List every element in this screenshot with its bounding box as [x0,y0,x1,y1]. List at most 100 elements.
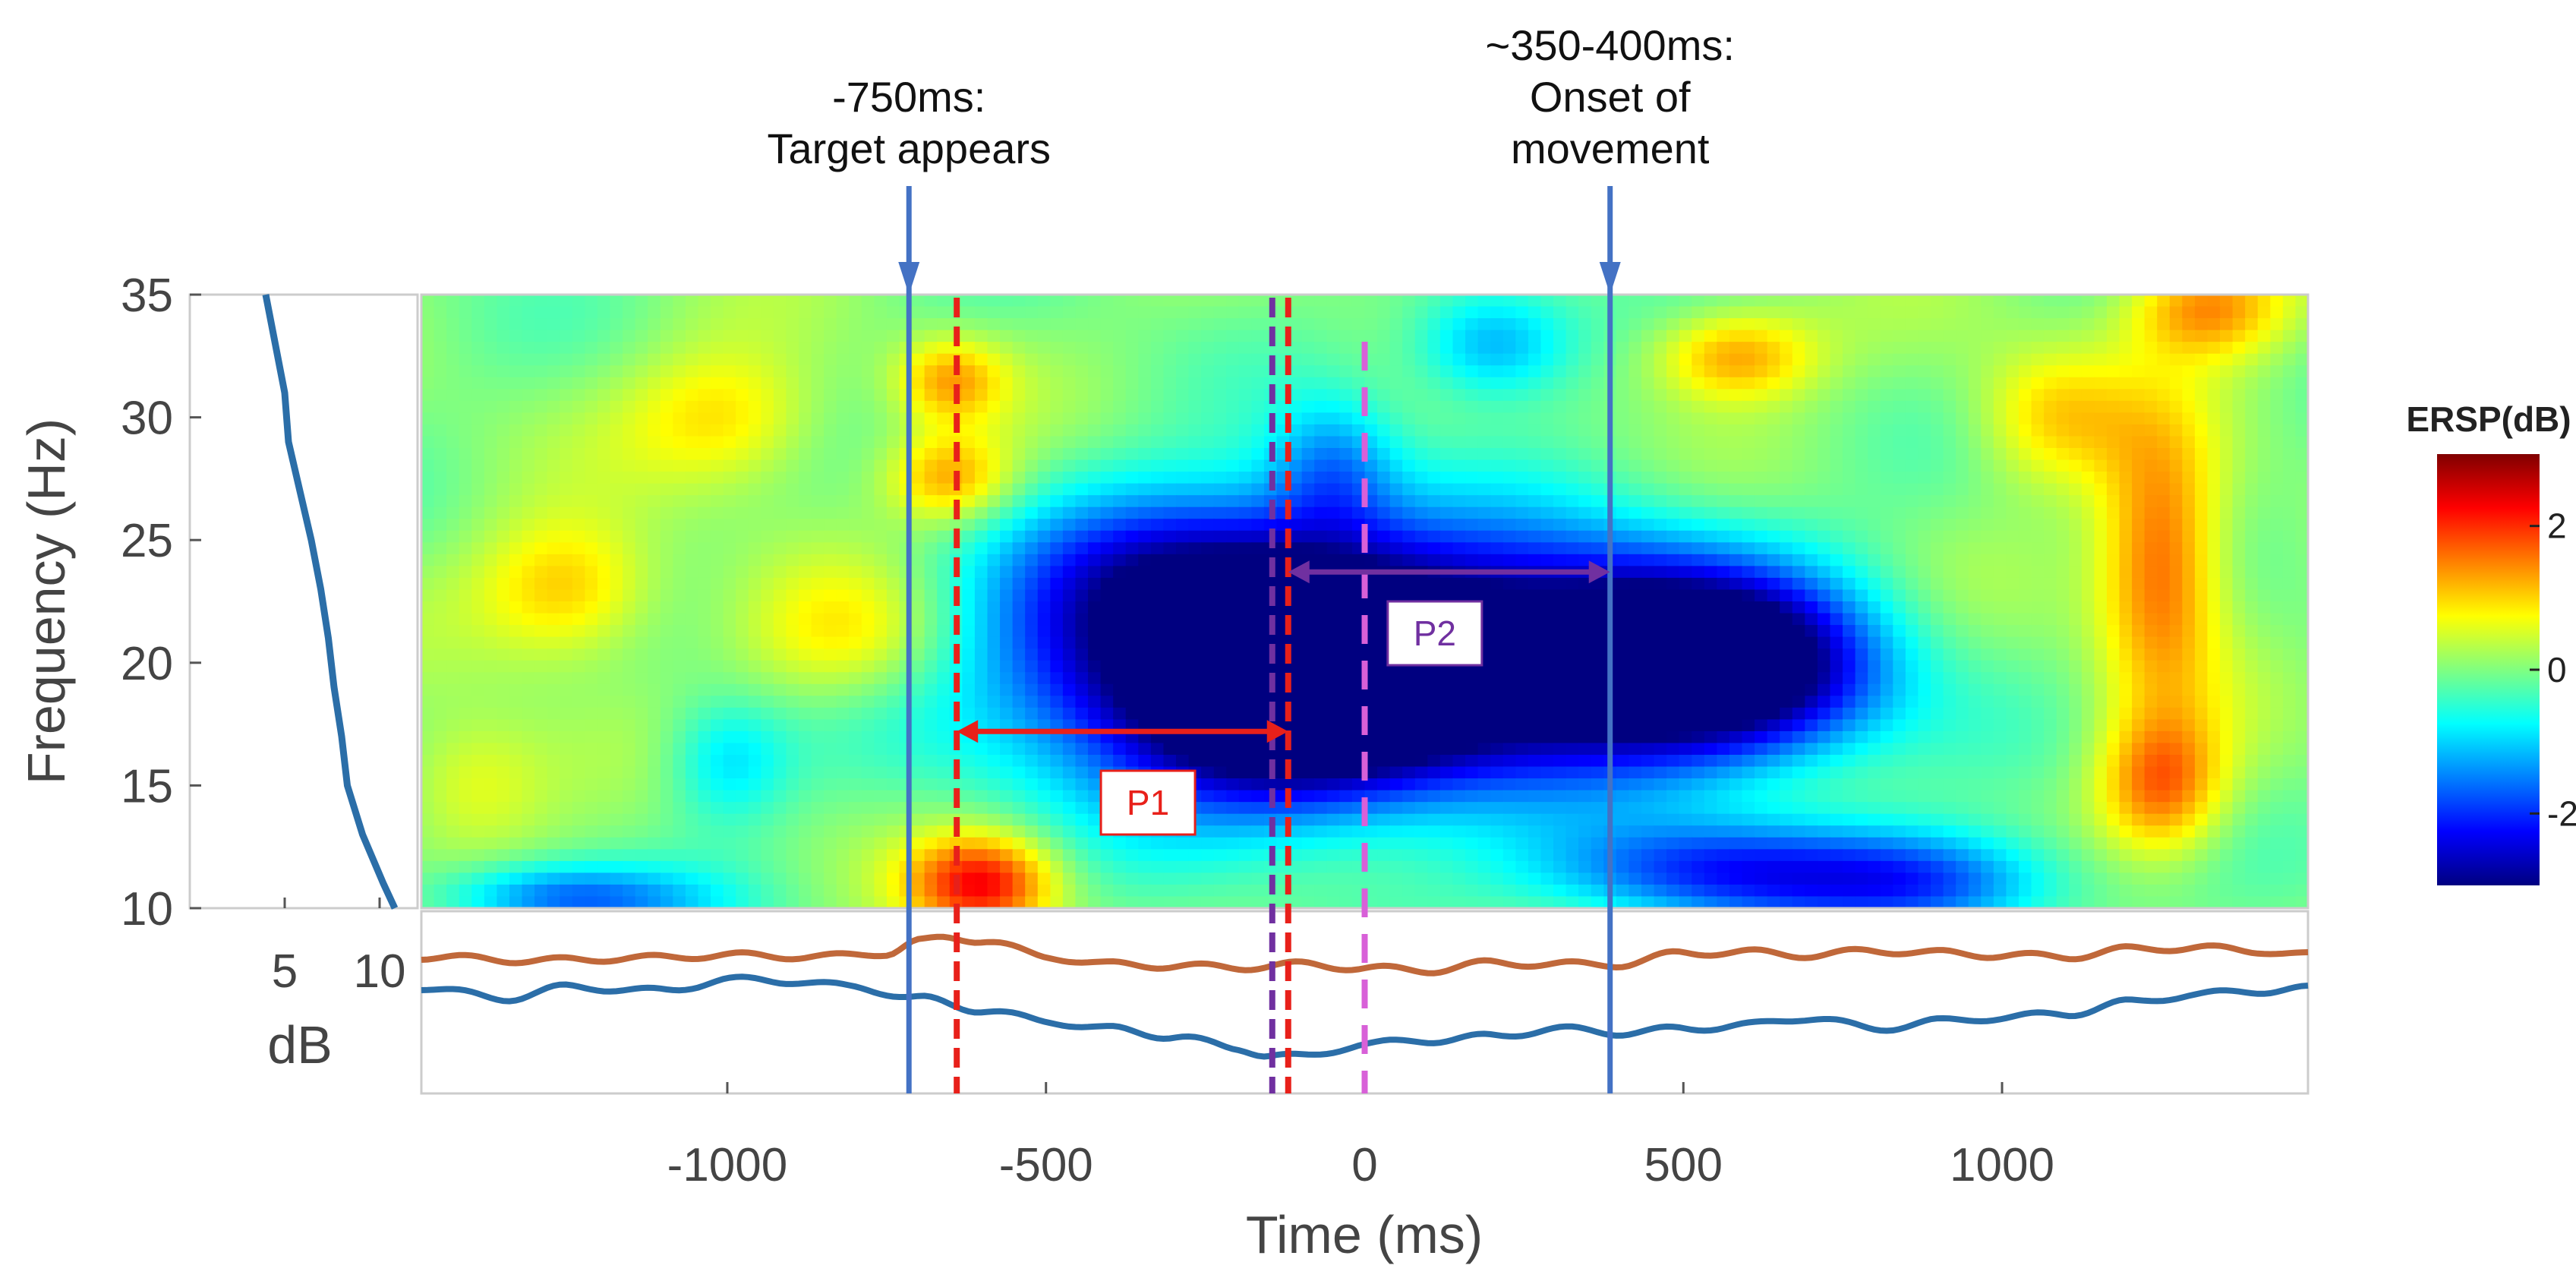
heatmap-cell [2144,318,2158,331]
heatmap-cell [962,448,976,461]
heatmap-cell [1351,554,1366,567]
heatmap-cell [924,566,938,579]
heatmap-cell [1314,306,1328,319]
heatmap-cell [1905,613,1919,626]
heatmap-cell [1452,424,1466,437]
heatmap-cell [1238,660,1253,674]
heatmap-cell [1654,389,1667,402]
heatmap-cell [1616,566,1630,579]
heatmap-cell [2282,459,2297,472]
heatmap-cell [761,377,774,390]
heatmap-cell [761,495,774,508]
heatmap-cell [1780,412,1793,425]
heatmap-cell [1981,613,1994,626]
heatmap-cell [1767,506,1780,520]
heatmap-cell [786,448,799,461]
heatmap-cell [2182,566,2196,579]
heatmap-cell [560,377,573,390]
heatmap-cell [1113,566,1127,579]
heatmap-cell [2207,625,2221,638]
heatmap-cell [924,389,938,402]
heatmap-cell [1490,577,1504,591]
heatmap-cell [1591,353,1605,367]
heatmap-cell [597,377,611,390]
heatmap-cell [962,389,976,402]
heatmap-cell [1150,389,1165,402]
heatmap-cell [1880,577,1894,591]
heatmap-cell [2144,295,2158,308]
heatmap-cell [2245,495,2259,508]
heatmap-cell [1981,636,1994,649]
heatmap-cell [974,306,988,319]
heatmap-cell [874,601,888,614]
heatmap-cell [987,625,1001,638]
heatmap-cell [1075,377,1089,390]
heatmap-cell [1226,389,1240,402]
heatmap-cell [2182,589,2196,602]
heatmap-cell [660,412,674,425]
heatmap-cell [1830,365,1843,378]
heatmap-cell [1414,424,1429,437]
heatmap-cell [1289,625,1303,638]
heatmap-cell [1528,472,1542,484]
heatmap-cell [1679,353,1693,367]
heatmap-cell [2144,566,2158,579]
heatmap-cell [572,318,586,331]
heatmap-cell [836,306,850,319]
heatmap-cell [1968,589,1982,602]
heatmap-cell [1289,353,1303,367]
heatmap-cell [1767,566,1780,579]
heatmap-cell [1565,530,1579,544]
heatmap-cell [1742,483,1755,496]
heatmap-cell [1704,589,1718,602]
heatmap-cell [1439,483,1454,496]
heatmap-cell [748,436,762,449]
heatmap-cell [1905,459,1919,472]
heatmap-cell [1138,389,1152,402]
heatmap-cell [1138,436,1152,449]
heatmap-cell [836,472,850,484]
heatmap-cell [1050,672,1064,685]
heatmap-cell [1855,660,1868,674]
heatmap-cell [1113,330,1127,342]
heatmap-cell [974,377,988,390]
heatmap-cell [1201,436,1215,449]
heatmap-cell [1251,577,1265,591]
heatmap-cell [1843,424,1856,437]
heatmap-cell [1565,412,1579,425]
heatmap-cell [2245,566,2259,579]
heatmap-cell [886,672,900,685]
heatmap-cell [1553,625,1567,638]
heatmap-cell [1805,483,1818,496]
heatmap-cell [1729,613,1743,626]
heatmap-cell [2081,318,2095,331]
heatmap-cell [660,436,674,449]
heatmap-cell [761,412,774,425]
heatmap-cell [1477,295,1491,308]
heatmap-cell [1314,400,1328,414]
heatmap-cell [1553,613,1567,626]
heatmap-cell [471,554,485,567]
heatmap-cell [1289,412,1303,425]
heatmap-cell [1414,353,1429,367]
heatmap-cell [924,660,938,674]
heatmap-cell [547,389,561,402]
heatmap-cell [1641,318,1655,331]
heatmap-cell [2144,506,2158,520]
heatmap-cell [2245,318,2259,331]
heatmap-cell [1251,625,1265,638]
heatmap-cell [547,542,561,555]
heatmap-cell [1968,648,1982,661]
heatmap-cell [1389,542,1403,555]
heatmap-cell [2245,519,2259,532]
heatmap-cell [1427,577,1441,591]
heatmap-cell [811,377,825,390]
heatmap-cell [974,613,988,626]
heatmap-cell [1301,295,1316,308]
heatmap-cell [434,506,447,520]
heatmap-cell [1314,472,1328,484]
heatmap-cell [1062,519,1077,532]
heatmap-cell [748,672,762,685]
heatmap-cell [2069,636,2083,649]
heatmap-cell [1830,400,1843,414]
